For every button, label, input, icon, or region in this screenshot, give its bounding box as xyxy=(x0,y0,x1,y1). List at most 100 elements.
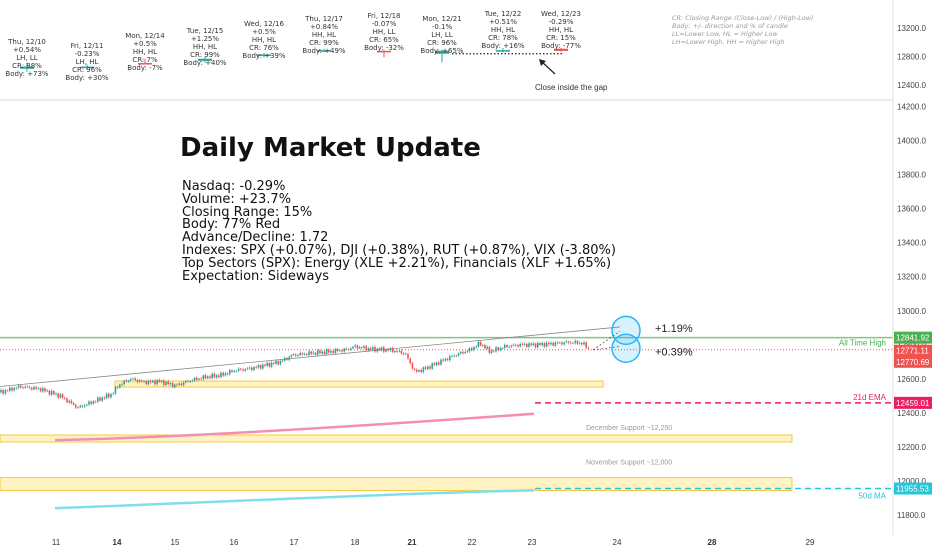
candle-body xyxy=(497,347,499,351)
x-tick-label: 16 xyxy=(230,538,239,547)
x-tick-label: 24 xyxy=(613,538,622,547)
candle-body xyxy=(61,394,64,398)
candle-body xyxy=(222,372,224,376)
candle-body xyxy=(539,342,541,346)
price-label: 12770.69 xyxy=(896,358,930,367)
november-support-zone xyxy=(0,477,793,492)
candle-body xyxy=(528,343,530,347)
y-tick-label: 13600.0 xyxy=(897,205,926,214)
candle-body xyxy=(504,344,506,348)
candle-body xyxy=(334,349,337,354)
candle-body xyxy=(90,401,92,404)
candle-body xyxy=(323,351,326,355)
candle-body xyxy=(565,341,568,343)
december-support-label: December Support ~12,250 xyxy=(586,425,672,432)
candle-body xyxy=(576,340,579,344)
candle-body xyxy=(273,362,275,364)
candle-body xyxy=(158,379,161,382)
candle-body xyxy=(495,347,497,352)
candle-body xyxy=(332,350,334,354)
summary-line: Volume: +23.7% xyxy=(182,191,292,207)
daily-summary-line: Body: +39% xyxy=(242,52,286,60)
ath-label: All Time High xyxy=(839,339,886,348)
gap-note: Close inside the gap xyxy=(535,83,608,92)
candle-body xyxy=(328,349,330,353)
candle-body xyxy=(561,342,563,345)
candle-body xyxy=(446,358,449,361)
candle-body xyxy=(77,407,79,409)
candle-body xyxy=(160,380,163,382)
candle-body xyxy=(211,373,213,379)
candle-body xyxy=(517,345,519,347)
candle-body xyxy=(284,357,286,361)
daily-summary: Fri, 12/18 -0.07% HH, LL CR: 65% Body: -32% xyxy=(354,12,414,52)
price-label-bg xyxy=(894,331,932,344)
ema-label: 21d EMA xyxy=(853,393,887,402)
candle-body xyxy=(420,370,422,373)
projection-up xyxy=(592,330,621,351)
target-circle-up xyxy=(611,315,641,346)
candle-body xyxy=(457,353,460,356)
candle-body xyxy=(189,381,191,383)
candle-body xyxy=(519,343,521,347)
candle-body xyxy=(264,364,266,366)
candle-body xyxy=(556,342,559,344)
daily-summary-line: CR: 99% xyxy=(190,51,220,59)
candle-body xyxy=(400,350,403,354)
candle-body xyxy=(574,340,576,344)
candle-body xyxy=(0,389,2,393)
candle-body xyxy=(449,356,451,361)
candle-body xyxy=(567,341,570,343)
y-tick-label: 12600.0 xyxy=(897,375,926,384)
candle-body xyxy=(378,348,381,351)
daily-summary-line: -0.23% xyxy=(74,50,100,58)
candle-body xyxy=(383,347,385,352)
ma-label: 50d MA xyxy=(858,492,886,501)
candle-body xyxy=(387,349,389,351)
summary-line: Closing Range: 15% xyxy=(182,204,313,220)
candle-body xyxy=(70,400,73,404)
candle-body xyxy=(372,346,374,350)
candle-body xyxy=(343,348,345,352)
daily-summary-line: Body: +65% xyxy=(420,47,464,55)
candle-body xyxy=(508,346,510,348)
candle-body xyxy=(319,350,321,354)
candle-body xyxy=(4,390,7,394)
candle-body xyxy=(39,388,42,392)
candle-body xyxy=(424,367,427,369)
candle-body xyxy=(165,381,167,385)
candle-body xyxy=(220,372,222,378)
candle-body xyxy=(572,342,574,344)
x-tick-label: 23 xyxy=(528,538,537,547)
daily-summary-line: HH, HL xyxy=(490,26,516,34)
candle-body xyxy=(136,379,139,382)
candle-body xyxy=(473,346,475,351)
candle-body xyxy=(132,378,134,380)
daily-summary-line: CR: 7% xyxy=(132,56,158,64)
candle-body xyxy=(35,386,37,389)
summary-line: Advance/Decline: 1.72 xyxy=(182,230,329,246)
candle-body xyxy=(257,365,260,368)
summary-line: Top Sectors (SPX): Energy (XLE +2.21%), … xyxy=(182,255,612,271)
candle-body xyxy=(215,375,218,378)
candle-body xyxy=(416,369,418,372)
candle-body xyxy=(303,353,306,355)
chart-title: Daily Market Update xyxy=(180,133,481,163)
candle-body xyxy=(391,348,394,353)
target-circle-mid xyxy=(611,333,641,363)
x-tick-label: 29 xyxy=(806,538,815,547)
candle-body xyxy=(33,386,35,390)
candle-body xyxy=(28,386,31,388)
candle-body xyxy=(440,359,442,365)
candle-body xyxy=(268,362,271,367)
daily-summary-line: Body: -32% xyxy=(364,44,404,52)
x-tick-label: 18 xyxy=(351,538,360,547)
candle-body xyxy=(537,342,539,348)
daily-summary-line: Fri, 12/11 xyxy=(70,42,104,50)
candle-body xyxy=(526,343,528,347)
candle-body xyxy=(345,348,348,350)
candle-body xyxy=(198,378,200,380)
candle-body xyxy=(394,351,396,353)
y-tick-label: 14200.0 xyxy=(897,103,926,112)
time-axis: 11 14 15 16 17 18 21 22 23 24 28 29 xyxy=(52,538,815,547)
